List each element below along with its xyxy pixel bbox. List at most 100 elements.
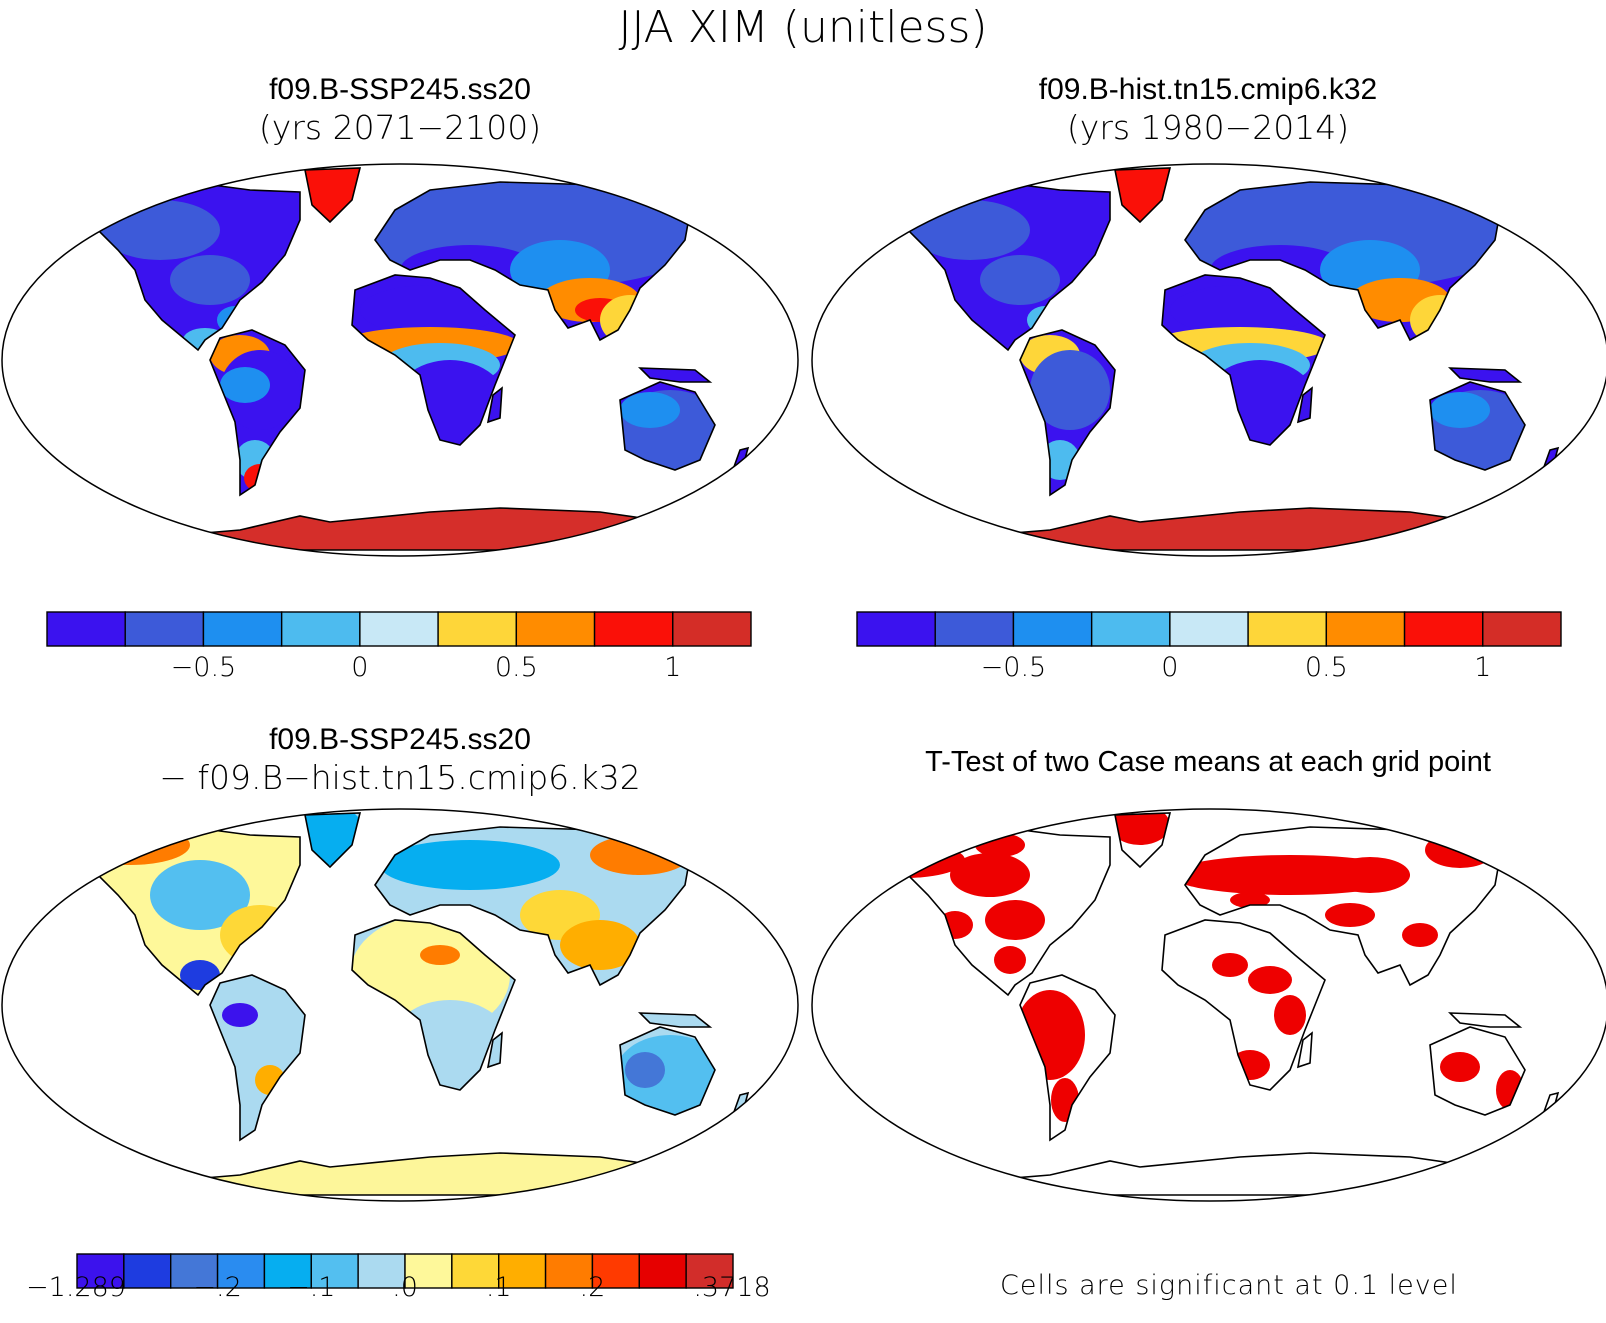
colorbar-tick-label: 0.5 [494,652,538,683]
colorbar-swatch [1012,611,1093,647]
australia-coastline [1429,1026,1526,1116]
antarctica-fill [955,508,1465,550]
historical-subtitle: (yrs 1980−2014) [1066,108,1350,147]
future-panel-title: f09.B-SSP245.ss20 (yrs 2071−2100) [0,72,800,148]
madagascar-coastline [1296,1031,1313,1069]
colorbar-swatch [359,611,439,647]
south-america-coastline [209,974,306,1142]
colorbar-swatch [1403,611,1484,647]
value-patch [420,945,460,965]
australia-coastline [1429,381,1526,471]
colorbar-tick-label: .2 [579,1272,606,1303]
madagascar-coastline [486,1031,503,1069]
new-guinea-coastline [637,367,713,383]
difference-title: f09.B-SSP245.ss20 [269,723,531,756]
value-patch [980,255,1060,305]
value-patch [1030,350,1110,430]
madagascar-fill [1298,388,1312,422]
europe-asia-fill [1185,182,1500,340]
historical-title: f09.B-hist.tn15.cmip6.k32 [1038,73,1378,106]
australia-fill [1430,382,1525,470]
europe-asia-fill [375,827,690,985]
colorbar-swatch [1090,611,1171,647]
colorbar-swatch [124,611,205,647]
ttest-map [811,808,1606,1202]
colorbar-swatch [451,1253,500,1289]
south-america-coastline [1019,974,1116,1142]
significance-note: Cells are significant at 0.1 level [1000,1270,1458,1301]
value-patch [1430,392,1490,428]
value-patch [590,835,690,875]
antarctica-coastline [144,507,656,551]
colorbar-swatch [1247,611,1328,647]
value-patch [170,255,250,305]
historical-panel-title: f09.B-hist.tn15.cmip6.k32 (yrs 1980−2014… [810,72,1606,148]
colorbar-tick-label: 1 [664,652,682,683]
colorbar-swatch [202,611,283,647]
colorbar-tick-label: .1 [485,1272,512,1303]
antarctica-fill [145,508,655,550]
colorbar-swatch [1482,611,1562,647]
colorbar-tick-label: 0 [1161,652,1179,683]
madagascar-coastline [1296,386,1313,424]
colorbar-tick-label: −0.5 [170,652,237,683]
colorbar-swatch [357,1253,406,1289]
colorbar-tick-label: −1.289 [26,1272,126,1303]
future-subtitle: (yrs 2071−2100) [258,108,542,147]
colorbar-swatch [593,611,674,647]
historical-colorbar-ticks: −0.5 0 0.5 1 [856,652,1562,688]
future-colorbar [46,611,752,647]
colorbar-tick-label: 0.5 [1304,652,1348,683]
ttest-title: T-Test of two Case means at each grid po… [925,746,1491,778]
map-frame [1,808,799,1202]
significant-cell [870,842,965,878]
difference-colorbar [76,1253,734,1289]
difference-panel-title: f09.B-SSP245.ss20 − f09.B−hist.tn15.cmip… [0,722,800,798]
colorbar-swatch [515,611,596,647]
north-america-coastline [868,826,1111,997]
value-patch [1170,285,1310,335]
difference-colorbar-ticks: −1.289 −.2 −.1 .0 .1 .2 .3718 [26,1272,771,1308]
south-america-coastline [209,329,306,497]
antarctica-fill [145,1153,655,1195]
colorbar-swatch [1325,611,1406,647]
significant-cell [1248,966,1292,994]
value-patch [360,285,500,335]
north-america-coastline [58,181,301,352]
new-guinea-coastline [1447,367,1523,383]
main-title: JJA XIM (unitless) [618,2,988,53]
future-map [1,163,799,557]
australia-coastline [619,381,716,471]
colorbar-swatch [1169,611,1249,647]
future-title: f09.B-SSP245.ss20 [269,73,531,106]
antarctica-coastline [144,1152,656,1196]
significant-cell [950,853,1030,897]
madagascar-fill [488,1033,502,1067]
significant-cell [994,946,1026,974]
antarctica-coastline [954,1152,1466,1196]
europe-asia-fill [1185,827,1500,985]
map-frame [811,163,1606,557]
north-america-coastline [58,826,301,997]
colorbar-swatch [280,611,361,647]
significant-cell [1325,903,1375,927]
colorbar-swatch [498,1253,547,1289]
colorbar-swatch [76,1253,125,1289]
colorbar-swatch [170,1253,219,1289]
colorbar-swatch [934,611,1015,647]
difference-subtitle: − f09.B−hist.tn15.cmip6.k32 [159,758,641,797]
greenland-coastline [304,812,362,869]
colorbar-swatch [437,611,518,647]
colorbar-tick-label: −0.5 [980,652,1047,683]
significant-cell [1330,857,1410,893]
significant-cell [1230,892,1270,908]
colorbar-swatch [672,611,752,647]
map-frame [811,808,1606,1202]
colorbar-tick-label: 1 [1474,652,1492,683]
madagascar-coastline [486,386,503,424]
colorbar-tick-label: −.1 [287,1272,336,1303]
africa-coastline [1161,919,1326,1091]
africa-fill [1162,920,1325,1090]
historical-map [811,163,1606,557]
australia-fill [620,1027,715,1115]
